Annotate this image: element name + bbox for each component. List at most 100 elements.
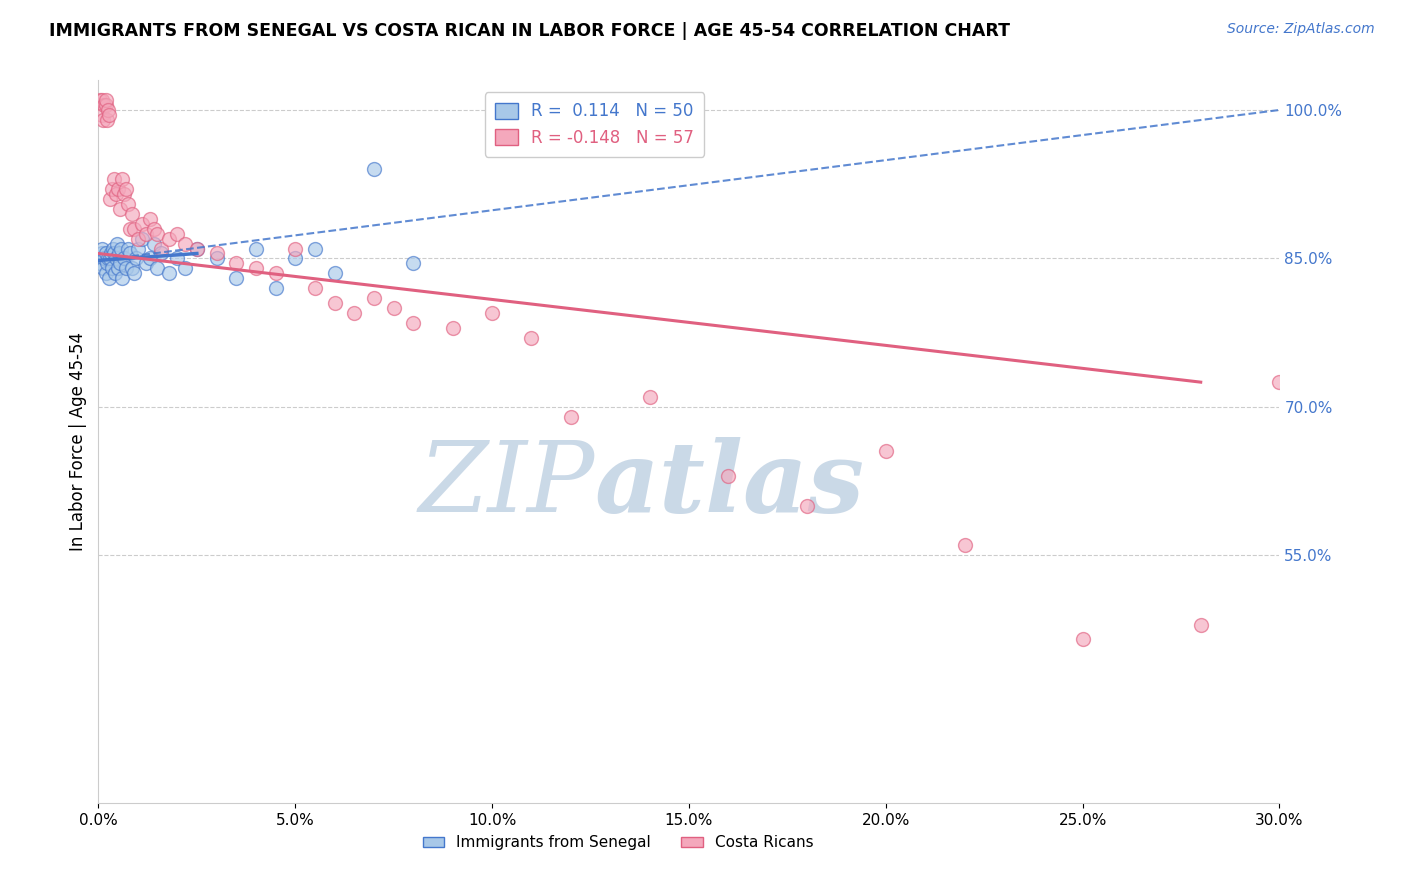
Point bbox=[90, 246, 112, 260]
Point bbox=[135, 227, 157, 241]
Point bbox=[125, 252, 148, 266]
Point bbox=[101, 261, 124, 276]
Point bbox=[304, 242, 326, 256]
Point bbox=[138, 252, 160, 266]
Point bbox=[717, 469, 740, 483]
Point bbox=[91, 261, 114, 276]
Point bbox=[166, 227, 188, 241]
Text: atlas: atlas bbox=[595, 437, 865, 533]
Point bbox=[90, 108, 112, 122]
Point bbox=[101, 182, 124, 196]
Point bbox=[91, 112, 114, 127]
Point bbox=[131, 232, 153, 246]
Text: ZIP: ZIP bbox=[418, 437, 595, 533]
Point bbox=[225, 256, 247, 270]
Point bbox=[94, 266, 117, 280]
Point bbox=[111, 271, 134, 285]
Point bbox=[150, 246, 173, 260]
Point bbox=[98, 271, 121, 285]
Point bbox=[96, 112, 118, 127]
Point bbox=[284, 242, 307, 256]
Point bbox=[402, 256, 425, 270]
Point bbox=[93, 252, 115, 266]
Point bbox=[108, 256, 131, 270]
Point bbox=[146, 227, 169, 241]
Point bbox=[142, 221, 165, 235]
Point bbox=[110, 242, 132, 256]
Point bbox=[121, 207, 143, 221]
Point bbox=[875, 444, 897, 458]
Point bbox=[205, 246, 228, 260]
Point bbox=[1268, 375, 1291, 389]
Point bbox=[174, 236, 197, 251]
Point bbox=[103, 242, 125, 256]
Point bbox=[157, 266, 180, 280]
Point bbox=[108, 246, 131, 260]
Point bbox=[117, 197, 139, 211]
Point bbox=[323, 296, 346, 310]
Point bbox=[91, 93, 114, 107]
Legend: Immigrants from Senegal, Costa Ricans: Immigrants from Senegal, Costa Ricans bbox=[416, 830, 820, 856]
Point bbox=[146, 261, 169, 276]
Point bbox=[953, 539, 976, 553]
Point bbox=[105, 236, 128, 251]
Point bbox=[638, 390, 661, 404]
Point bbox=[131, 217, 153, 231]
Text: IMMIGRANTS FROM SENEGAL VS COSTA RICAN IN LABOR FORCE | AGE 45-54 CORRELATION CH: IMMIGRANTS FROM SENEGAL VS COSTA RICAN I… bbox=[49, 22, 1010, 40]
Point bbox=[150, 242, 173, 256]
Point bbox=[96, 246, 118, 260]
Point bbox=[98, 108, 121, 122]
Point bbox=[97, 252, 120, 266]
Point bbox=[107, 261, 129, 276]
Point bbox=[796, 499, 818, 513]
Point bbox=[112, 187, 135, 202]
Point bbox=[157, 232, 180, 246]
Point bbox=[264, 266, 287, 280]
Point bbox=[127, 232, 149, 246]
Point bbox=[264, 281, 287, 295]
Point bbox=[174, 261, 197, 276]
Point bbox=[111, 172, 134, 186]
Point bbox=[107, 182, 129, 196]
Point bbox=[245, 242, 267, 256]
Point bbox=[402, 316, 425, 330]
Point bbox=[96, 256, 118, 270]
Point bbox=[323, 266, 346, 280]
Point bbox=[363, 162, 385, 177]
Point bbox=[560, 409, 582, 424]
Point bbox=[96, 93, 118, 107]
Point bbox=[118, 221, 141, 235]
Point bbox=[520, 330, 543, 344]
Point bbox=[481, 306, 503, 320]
Point bbox=[115, 261, 138, 276]
Point bbox=[103, 246, 125, 260]
Point bbox=[94, 98, 117, 112]
Point bbox=[89, 256, 111, 270]
Point bbox=[166, 252, 188, 266]
Point bbox=[122, 266, 145, 280]
Point bbox=[1189, 617, 1212, 632]
Point bbox=[122, 221, 145, 235]
Point bbox=[97, 103, 120, 117]
Point bbox=[100, 246, 122, 260]
Y-axis label: In Labor Force | Age 45-54: In Labor Force | Age 45-54 bbox=[69, 332, 87, 551]
Point bbox=[245, 261, 267, 276]
Point bbox=[186, 242, 208, 256]
Point bbox=[89, 93, 111, 107]
Point bbox=[304, 281, 326, 295]
Point bbox=[343, 306, 366, 320]
Point bbox=[98, 252, 121, 266]
Point bbox=[363, 291, 385, 305]
Point bbox=[118, 246, 141, 260]
Point bbox=[441, 320, 464, 334]
Point bbox=[115, 182, 138, 196]
Point bbox=[138, 211, 160, 226]
Point bbox=[284, 252, 307, 266]
Point bbox=[142, 236, 165, 251]
Point bbox=[105, 187, 128, 202]
Point bbox=[186, 242, 208, 256]
Point bbox=[117, 242, 139, 256]
Point bbox=[205, 252, 228, 266]
Point bbox=[105, 252, 128, 266]
Point bbox=[108, 202, 131, 216]
